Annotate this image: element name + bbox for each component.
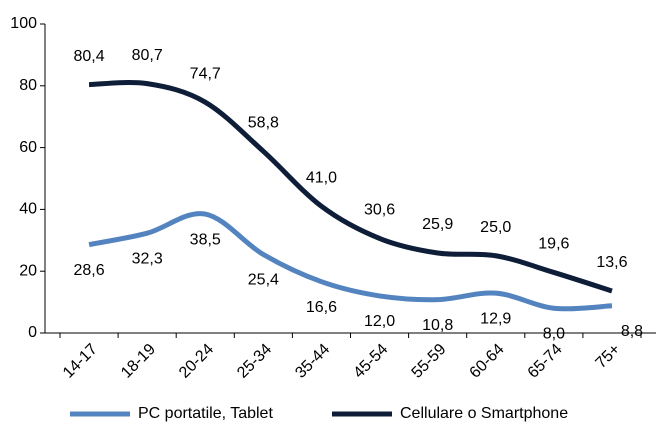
data-label: 8,8	[621, 323, 643, 340]
data-label: 38,5	[190, 231, 221, 248]
data-label: 32,3	[132, 250, 163, 267]
data-label: 12,9	[480, 310, 511, 327]
y-tick-label: 20	[19, 262, 37, 279]
data-label: 19,6	[538, 236, 569, 253]
x-tick-label: 20-24	[176, 341, 217, 382]
data-label: 25,9	[422, 216, 453, 233]
x-tick-label: 35-44	[292, 341, 333, 382]
x-tick-label: 65-74	[525, 341, 566, 382]
data-label: 28,6	[73, 262, 104, 279]
series-line	[88, 211, 613, 312]
data-label: 8,0	[543, 325, 565, 342]
y-tick-label: 0	[28, 324, 37, 341]
data-label: 58,8	[248, 115, 279, 132]
x-tick-label: 55-59	[409, 341, 450, 382]
data-label: 16,6	[306, 299, 337, 316]
data-label: 25,4	[248, 272, 279, 289]
x-tick-label: 75+	[593, 341, 624, 372]
data-label: 12,0	[364, 313, 395, 330]
data-label: 80,4	[73, 48, 104, 65]
data-label: 74,7	[190, 65, 221, 82]
data-label: 13,6	[596, 254, 627, 271]
data-label: 25,0	[480, 219, 511, 236]
x-tick-label: 18-19	[118, 341, 159, 382]
y-tick-label: 60	[19, 139, 37, 156]
data-label: 30,6	[364, 202, 395, 219]
x-tick-label: 25-34	[234, 341, 275, 382]
data-label: 41,0	[306, 170, 337, 187]
y-tick-label: 80	[19, 77, 37, 94]
data-label: 80,7	[132, 47, 163, 64]
y-tick-label: 100	[10, 15, 37, 32]
y-tick-label: 40	[19, 201, 37, 218]
legend-label: PC portatile, Tablet	[138, 405, 273, 422]
x-tick-label: 14-17	[60, 341, 101, 382]
x-tick-label: 60-64	[467, 341, 508, 382]
series-line	[88, 80, 613, 294]
data-label: 10,8	[422, 317, 453, 334]
x-tick-label: 45-54	[350, 341, 391, 382]
legend-label: Cellulare o Smartphone	[400, 405, 568, 422]
